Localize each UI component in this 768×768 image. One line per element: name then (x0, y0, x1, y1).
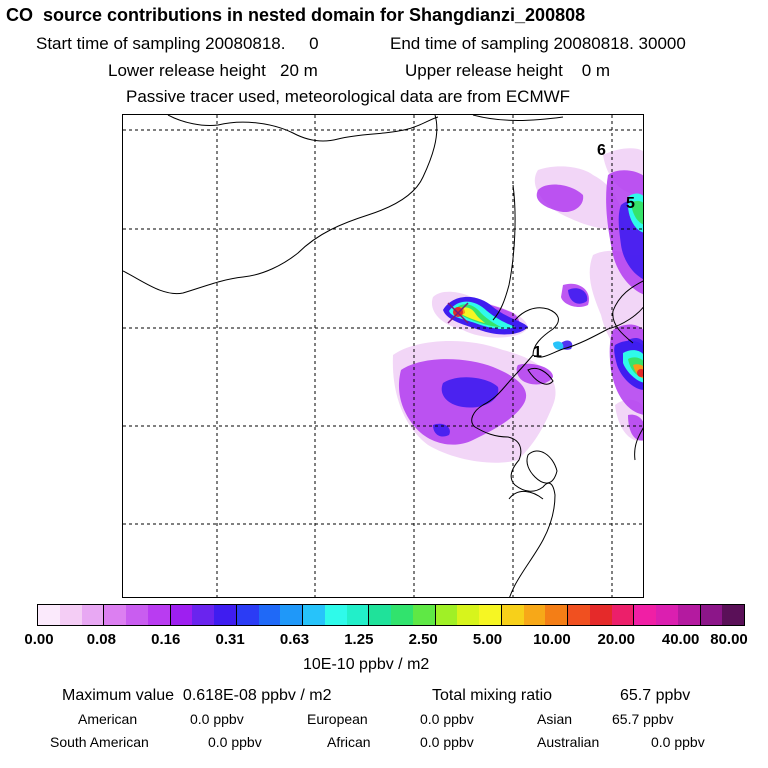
map-label-5: 5 (626, 195, 635, 212)
colorbar-units: 10E-10 ppbv / m2 (303, 656, 430, 673)
colorbar-segment (170, 605, 193, 625)
region-european-value: 0.0 ppbv (420, 711, 474, 727)
colorbar-tick-label: 80.00 (710, 631, 748, 648)
colorbar-segment (700, 605, 723, 625)
colorbar-segment (324, 605, 347, 625)
colorbar-segment (501, 605, 524, 625)
colorbar-tick-label: 10.00 (533, 631, 571, 648)
upper-release-height: Upper release height 0 m (405, 61, 611, 80)
colorbar-tick-label: 0.63 (279, 631, 310, 648)
colorbar-segment (369, 605, 391, 625)
colorbar-segment (545, 605, 568, 625)
colorbar-segment (611, 605, 635, 625)
map-label-1: 1 (533, 344, 542, 361)
total-mixing-value: 65.7 ppbv (620, 687, 691, 704)
map-canvas: 6 5 1 (123, 115, 643, 597)
hotspot-east (553, 193, 643, 390)
lower-release-height: Lower release height 20 m (108, 61, 318, 80)
region-asian-value: 65.7 ppbv (612, 711, 674, 727)
colorbar-segment (346, 605, 370, 625)
colorbar-segment (280, 605, 303, 625)
colorbar-segment (634, 605, 656, 625)
total-mixing-label: Total mixing ratio (432, 687, 553, 704)
colorbar-segment (214, 605, 237, 625)
region-asian-label: Asian (537, 711, 573, 727)
colorbar (37, 604, 745, 626)
colorbar-segment (258, 605, 281, 625)
colorbar-tick-label: 0.08 (86, 631, 116, 648)
colorbar-segment (38, 605, 60, 625)
end-time-label: End time of sampling 20080818. 30000 (390, 34, 686, 53)
colorbar-segment (81, 605, 105, 625)
colorbar-segment (589, 605, 612, 625)
region-american-label: American (78, 711, 138, 727)
colorbar-tick-label: 1.25 (344, 631, 374, 648)
colorbar-tick-label: 40.00 (661, 631, 700, 648)
colorbar-segment (568, 605, 590, 625)
region-african-value: 0.0 ppbv (420, 734, 474, 750)
tracer-note: Passive tracer used, meteorological data… (126, 87, 571, 106)
receptor-marker (447, 302, 469, 324)
colorbar-segment (147, 605, 171, 625)
concentration-field (392, 148, 643, 463)
colorbar-segment (677, 605, 701, 625)
colorbar-segment (126, 605, 148, 625)
colorbar-segment (435, 605, 458, 625)
start-time-label: Start time of sampling 20080818. 0 (36, 34, 319, 53)
colorbar-segment (412, 605, 436, 625)
region-south-american-label: South American (50, 734, 149, 750)
lat-lon-grid (123, 115, 643, 597)
colorbar-tick-label: 0.00 (24, 631, 54, 648)
colorbar-segment (303, 605, 325, 625)
colorbar-tick-label: 2.50 (408, 631, 438, 648)
colorbar-tick-label: 0.31 (215, 631, 245, 648)
colorbar-tick-label: 20.00 (597, 631, 636, 648)
region-australian-value: 0.0 ppbv (651, 734, 705, 750)
region-australian-label: Australian (537, 734, 600, 750)
colorbar-segment (656, 605, 678, 625)
map-label-6: 6 (597, 142, 606, 159)
region-european-label: European (307, 711, 368, 727)
colorbar-segment (236, 605, 259, 625)
colorbar-tick-label: 0.16 (151, 631, 181, 648)
colorbar-segment (457, 605, 479, 625)
colorbar-segment (479, 605, 502, 625)
colorbar-segment (523, 605, 546, 625)
map-panel: 6 5 1 (122, 114, 644, 598)
colorbar-segment (104, 605, 126, 625)
colorbar-segment (59, 605, 82, 625)
plot-title: CO source contributions in nested domain… (6, 5, 586, 25)
colorbar-segment (722, 605, 744, 625)
region-african-label: African (327, 734, 371, 750)
colorbar-segment (192, 605, 214, 625)
region-south-american-value: 0.0 ppbv (208, 734, 262, 750)
colorbar-tick-label: 5.00 (472, 631, 503, 648)
max-value-label: Maximum value 0.618E-08 ppbv / m2 (62, 687, 332, 704)
colorbar-segment (391, 605, 413, 625)
region-american-value: 0.0 ppbv (190, 711, 244, 727)
